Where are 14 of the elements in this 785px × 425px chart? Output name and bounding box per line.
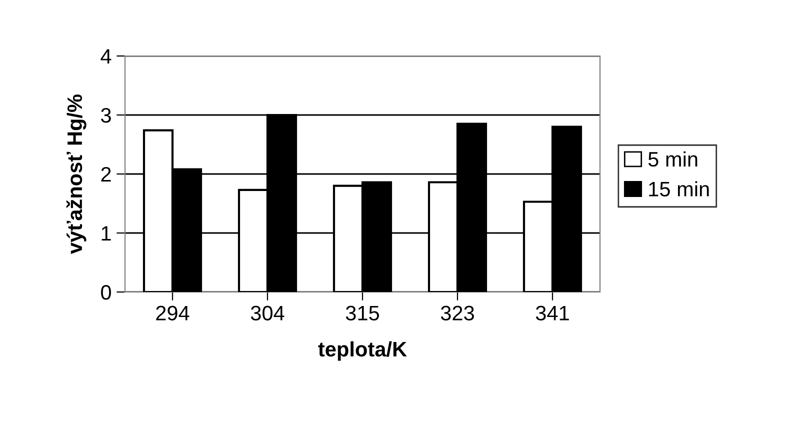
y-tick-label: 1	[102, 226, 111, 241]
y-tick-label: 4	[100, 49, 112, 64]
y-tick-label: 2	[101, 167, 111, 182]
x-tick-label: 304	[250, 306, 284, 320]
x-axis-title: teplota/K	[318, 341, 407, 361]
y-axis-title: výťažnosť Hg/%	[66, 94, 86, 254]
x-tick-label: 323	[440, 306, 474, 320]
y-tick-label: 3	[101, 108, 111, 123]
legend-label: 5 min	[648, 151, 698, 167]
legend-label: 15 min	[649, 181, 709, 197]
y-tick-label: 0	[101, 285, 111, 300]
x-tick-label: 294	[156, 306, 190, 320]
x-tick-label: 341	[536, 306, 569, 320]
x-tick-label: 315	[346, 306, 380, 320]
